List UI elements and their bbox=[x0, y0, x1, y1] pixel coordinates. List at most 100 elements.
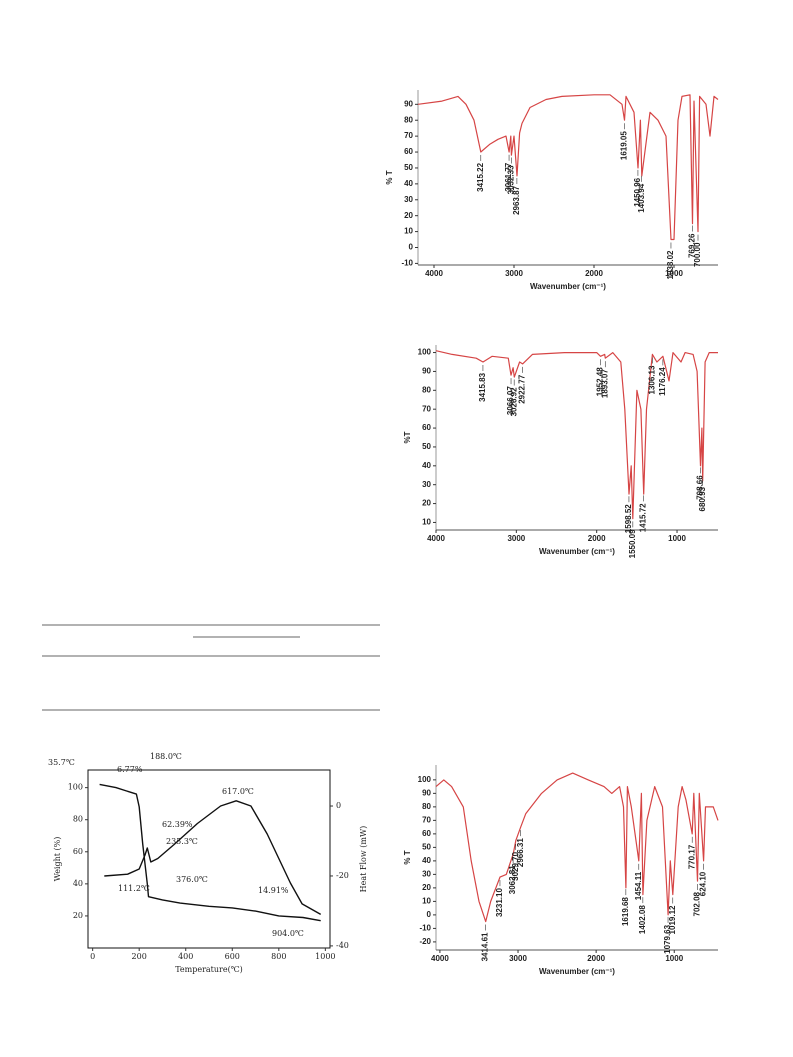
x-tick-label: 0 bbox=[90, 952, 95, 961]
y-tick-label: 50 bbox=[404, 163, 413, 172]
peak-label: 2966.31 bbox=[516, 838, 525, 867]
peak-label: 3062.81 bbox=[508, 865, 517, 894]
peak-label: 1176.24 bbox=[658, 367, 667, 396]
peak-label: 700.00 bbox=[693, 242, 702, 267]
y-tick-label: 100 bbox=[68, 783, 83, 792]
y-tick-label: 60 bbox=[422, 423, 431, 432]
y-tick-label: 90 bbox=[422, 367, 431, 376]
peak-label: 1619.68 bbox=[621, 897, 630, 926]
y-tick-label: 70 bbox=[422, 815, 431, 824]
y-tick-label: 60 bbox=[422, 829, 431, 838]
annotation: 62.39% bbox=[162, 820, 193, 829]
x-tick-label: 1000 bbox=[668, 534, 686, 543]
annotation: 617.0℃ bbox=[222, 787, 254, 796]
y-tick-label: 0 bbox=[427, 910, 432, 919]
y-tick-label: 10 bbox=[404, 227, 413, 236]
peak-label: 3032.33 bbox=[507, 165, 516, 194]
y-tick-label: 100 bbox=[418, 775, 432, 784]
y-tick-label: 20 bbox=[73, 911, 83, 920]
y-tick-label: -20 bbox=[419, 937, 431, 946]
annotation: 6.77% bbox=[117, 765, 143, 774]
x-tick-label: 200 bbox=[132, 952, 147, 961]
peak-label: 1952.48 bbox=[596, 367, 605, 396]
y-tick-label: -10 bbox=[401, 259, 413, 268]
chart: 4000 3000 2000 1000 90 80 70 60 50 40 30 20 10 0 -10 Wa… bbox=[385, 90, 719, 291]
chart: 4000 3000 2000 1000 100 90 80 70 60 50 40 30 20 10 Wav… bbox=[403, 345, 718, 558]
curve bbox=[435, 350, 718, 520]
peak-label: 1402.08 bbox=[638, 905, 647, 934]
y-axis-label: % T bbox=[385, 170, 394, 184]
x-tick-label: 600 bbox=[225, 952, 240, 961]
y-tick-label: 80 bbox=[422, 385, 431, 394]
y2-axis-label: Heat Flow (mW) bbox=[359, 826, 368, 893]
curve bbox=[104, 800, 322, 916]
peak-label: 770.17 bbox=[687, 844, 696, 869]
peak-label: 1450.96 bbox=[633, 177, 642, 206]
y-tick-label: 10 bbox=[422, 518, 431, 527]
table-rules bbox=[42, 624, 380, 711]
peak-label: 1598.52 bbox=[624, 504, 633, 533]
y2-tick-label: -20 bbox=[336, 871, 349, 880]
peak-label: 3231.10 bbox=[495, 888, 504, 917]
peak-label: 3066.07 bbox=[506, 386, 515, 415]
x-axis-label: Temperature(℃) bbox=[175, 965, 243, 974]
x-axis-label: Wavenumber (cm⁻¹) bbox=[539, 547, 615, 556]
annotation: 376.0℃ bbox=[176, 875, 208, 884]
x-tick-label: 2000 bbox=[588, 534, 606, 543]
x-tick-label: 1000 bbox=[665, 954, 683, 963]
y-tick-label: 0 bbox=[409, 243, 414, 252]
y-tick-label: -10 bbox=[419, 924, 431, 933]
y-tick-label: 60 bbox=[73, 847, 83, 856]
peak-label: 3414.61 bbox=[481, 932, 490, 961]
peak-label: 3415.22 bbox=[476, 162, 485, 191]
x-tick-label: 3000 bbox=[509, 954, 527, 963]
peak-label: 3415.83 bbox=[478, 372, 487, 401]
y-tick-label: 40 bbox=[422, 856, 431, 865]
annotation: 235.3℃ bbox=[166, 837, 198, 846]
x-tick-label: 1000 bbox=[315, 952, 335, 961]
x-axis-label: Wavenumber (cm⁻¹) bbox=[539, 967, 615, 976]
y-tick-label: 60 bbox=[404, 147, 413, 156]
y-tick-label: 40 bbox=[73, 879, 83, 888]
y-tick-label: 30 bbox=[404, 195, 413, 204]
x-tick-label: 4000 bbox=[431, 954, 449, 963]
y-tick-label: 40 bbox=[404, 179, 413, 188]
annotation: 188.0℃ bbox=[150, 752, 182, 761]
y-tick-label: 90 bbox=[422, 788, 431, 797]
y-tick-label: 20 bbox=[404, 211, 413, 220]
y-tick-label: 80 bbox=[73, 815, 83, 824]
peak-label: 708.66 bbox=[696, 475, 705, 500]
x-tick-label: 3000 bbox=[507, 534, 525, 543]
x-axis-label: Wavenumber (cm⁻¹) bbox=[530, 282, 606, 291]
peak-label: 624.10 bbox=[699, 871, 708, 896]
y-tick-label: 10 bbox=[422, 896, 431, 905]
peak-label: 702.08 bbox=[693, 891, 702, 916]
annotation: 35.7℃ bbox=[48, 758, 75, 767]
peak-label: 1454.11 bbox=[634, 871, 643, 900]
peak-label: 680.93 bbox=[698, 486, 707, 511]
y2-tick-label: -40 bbox=[336, 941, 349, 950]
y-tick-label: 30 bbox=[422, 869, 431, 878]
y-tick-label: 50 bbox=[422, 842, 431, 851]
peak-label: 1550.09 bbox=[628, 529, 637, 558]
peak-label: 1893.07 bbox=[600, 369, 609, 398]
x-tick-label: 2000 bbox=[587, 954, 605, 963]
y-axis-label: %T bbox=[403, 431, 412, 443]
peak-label: 3029.70 bbox=[511, 851, 520, 880]
y-tick-label: 70 bbox=[404, 131, 413, 140]
x-tick-label: 3000 bbox=[505, 269, 523, 278]
plot-frame bbox=[87, 769, 331, 949]
peak-label: 2963.87 bbox=[512, 185, 521, 214]
chart: 4000 3000 2000 10001009080706050403020100-1… bbox=[403, 765, 719, 976]
peak-label: 1019.12 bbox=[668, 905, 677, 934]
x-tick-label: 400 bbox=[178, 952, 193, 961]
y-tick-label: 20 bbox=[422, 499, 431, 508]
peak-label: 2922.77 bbox=[518, 374, 527, 403]
peak-label: 3026.92 bbox=[509, 387, 518, 416]
y-tick-label: 40 bbox=[422, 461, 431, 470]
x-tick-label: 800 bbox=[271, 952, 286, 961]
peak-label: 769.26 bbox=[688, 233, 697, 258]
y-axis-label: % T bbox=[403, 850, 412, 864]
